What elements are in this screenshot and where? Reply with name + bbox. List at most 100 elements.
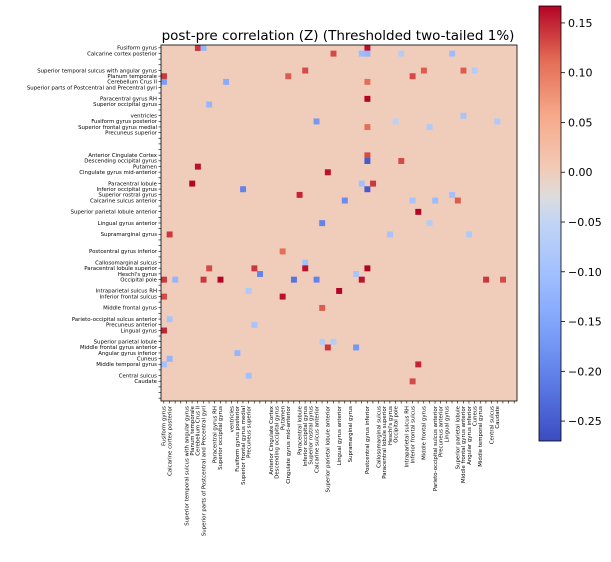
heatmap-cell <box>449 191 456 198</box>
y-tick-label: Callosomarginal sulcus <box>95 260 157 266</box>
y-tick-label: Superior temporal sulcus with angular gy… <box>37 68 157 74</box>
heatmap-cell <box>415 208 422 215</box>
x-tick-label: Inferior occipital gyrus <box>303 406 309 467</box>
y-tick-label: Paracentral lobule <box>108 181 158 187</box>
colorbar-tick-label: −0.15 <box>568 316 602 329</box>
colorbar-tick-label: −0.10 <box>568 266 602 279</box>
heatmap-cell <box>364 95 371 102</box>
heatmap-cell <box>251 321 258 328</box>
x-tick-label: Postcentral gyrus inferior <box>365 405 371 474</box>
x-tick-label: Precuneus superior <box>246 405 252 458</box>
y-tick-label: Inferior frontal sulcus <box>100 294 158 300</box>
heatmap-cell <box>200 45 207 51</box>
x-tick-label: Heschl's gyrus <box>388 406 394 445</box>
x-tick-label: ventricles <box>230 406 236 433</box>
heatmap-cell <box>358 50 365 57</box>
heatmap-cell <box>364 124 371 131</box>
x-tick-label: Planum temporale <box>190 405 196 455</box>
heatmap-cell <box>257 271 264 277</box>
x-tick-label: Paracentral gyrus RH <box>213 406 219 463</box>
heatmap-cell <box>194 163 201 170</box>
heatmap-cell <box>370 180 377 187</box>
heatmap-cell <box>494 118 501 125</box>
heatmap-cell <box>194 45 201 51</box>
heatmap-cell <box>364 45 371 51</box>
x-tick-label: Cuneus <box>473 406 479 426</box>
heatmap-cell <box>409 197 416 204</box>
y-tick-label: Descending occipital gyrus <box>84 159 157 165</box>
colorbar-tick-label: 0.15 <box>568 17 593 30</box>
y-tick-label: Heschl's gyrus <box>118 272 157 278</box>
heatmap-cell <box>364 78 371 85</box>
x-tick-label: Superior frontal gyrus medial <box>241 406 247 485</box>
x-tick-label: Paracentral lobule <box>297 405 303 455</box>
heatmap-cell <box>460 67 467 74</box>
y-tick-label: Precuneus anterior <box>106 323 158 329</box>
heatmap-cell <box>420 67 427 74</box>
heatmap-cell <box>432 197 439 204</box>
heatmap-cell <box>166 316 173 323</box>
heatmap-cell <box>358 180 365 187</box>
x-tick-label: Superior rostral gyrus <box>309 406 315 465</box>
x-tick-label: Precuneus anterior <box>439 405 445 457</box>
heatmap-cell <box>364 50 371 57</box>
heatmap-cell <box>319 304 326 311</box>
x-tick-label: Lingual gyrus <box>444 406 450 443</box>
heatmap-cell <box>415 361 422 368</box>
heatmap-cell <box>302 67 309 74</box>
colorbar-tick-label: −0.20 <box>568 365 602 378</box>
x-tick-label: Middle frontal gyrus <box>422 406 428 460</box>
x-tick-label: Parieto-occipital sulcus anterior <box>433 405 439 491</box>
y-tick-label: Putamen <box>133 164 157 170</box>
y-tick-label: Inferior occipital gyrus <box>97 187 158 193</box>
x-tick-label: Callosomarginal sulcus <box>376 406 382 468</box>
heatmap-cell <box>500 276 506 283</box>
x-tick-label: Caudate <box>495 405 501 428</box>
chart-title: post-pre correlation (Z) (Thresholded tw… <box>162 28 515 44</box>
x-tick-label: Descending occipital gyrus <box>275 406 281 479</box>
heatmap-cell <box>341 197 348 204</box>
heatmap-cell <box>161 361 167 368</box>
x-tick-label: Superior occipital gyrus <box>218 406 224 470</box>
heatmap-cell <box>206 265 213 272</box>
x-tick-label: Superior parts of Postcentral and Precen… <box>201 406 207 536</box>
x-tick-label: Intraparietal sulcus RH <box>405 406 411 467</box>
heatmap-cell <box>296 191 303 198</box>
heatmap-cell <box>358 276 365 283</box>
y-tick-label: Occipital pole <box>120 277 157 283</box>
heatmap-cell <box>245 287 252 294</box>
x-tick-label: Central sulcus <box>489 406 495 444</box>
x-tick-label: Calcarine sulcus anterior <box>314 405 320 473</box>
y-tick-label: Calcarine cortex posterior <box>87 51 158 57</box>
heatmap-cell <box>387 231 393 238</box>
y-tick-label: Middle frontal gyrus <box>103 306 157 312</box>
colorbar-tick-label: 0.05 <box>568 116 593 129</box>
colorbar-tick-label: −0.05 <box>568 216 602 229</box>
heatmap-cell <box>206 101 213 108</box>
heatmap-cell <box>449 50 456 57</box>
heatmap-cell <box>161 73 167 80</box>
heatmap-cell <box>364 158 371 164</box>
heatmap-cell <box>353 271 360 277</box>
heatmap-cell <box>324 344 331 351</box>
heatmap-cell <box>200 276 207 283</box>
y-tick-label: Superior parts of Postcentral and Precen… <box>27 85 157 91</box>
heatmap-cell <box>279 248 286 255</box>
heatmap-cell <box>483 276 490 283</box>
y-tick-label: Superior occipital gyrus <box>93 102 157 108</box>
heatmap-cell <box>353 344 360 351</box>
y-tick-label: Superior parietal lobule <box>94 340 158 346</box>
x-tick-label: Cingulate gyrus mid-anterior <box>286 405 292 484</box>
heatmap-cell <box>319 338 326 345</box>
heatmap-cell <box>251 265 258 272</box>
heatmap-cell <box>240 186 247 193</box>
heatmap-cell <box>409 73 416 80</box>
heatmap-cell <box>460 112 467 119</box>
heatmap-cell <box>426 124 433 131</box>
x-tick-label: Middle frontal gyrus anterior <box>461 405 467 483</box>
heatmap-cell <box>172 276 179 283</box>
heatmap-cell <box>223 78 230 85</box>
x-tick-label: Putamen <box>280 406 286 430</box>
heatmap-cell <box>398 50 405 57</box>
